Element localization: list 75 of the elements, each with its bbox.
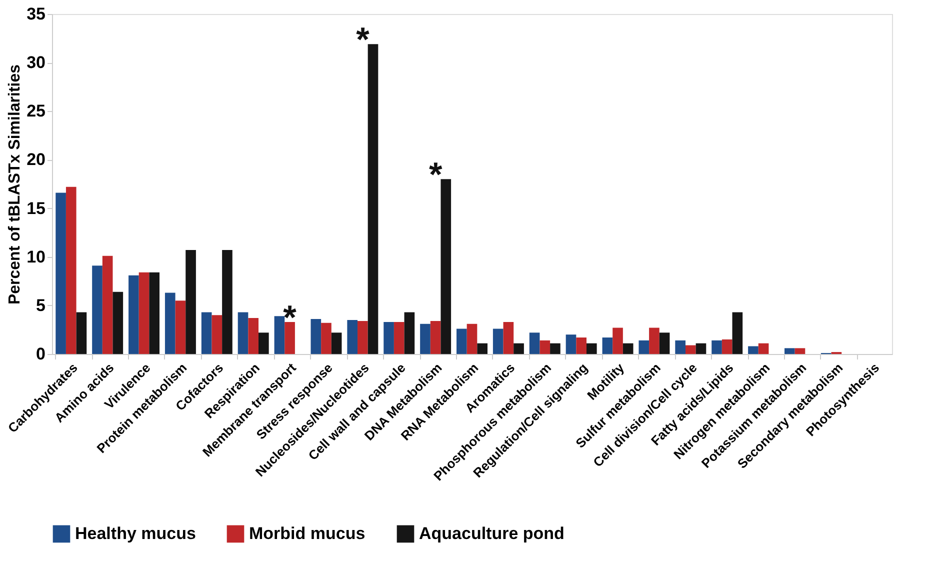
bar: [612, 328, 623, 354]
bar: [748, 346, 758, 354]
bar: [696, 343, 706, 354]
bar: [456, 328, 467, 354]
bar: [238, 312, 248, 354]
bar: [758, 343, 769, 354]
bar: [321, 322, 332, 354]
bar: [602, 337, 613, 354]
bar: [649, 328, 660, 354]
bar: [149, 272, 160, 354]
bar: [258, 332, 269, 354]
bar: [274, 316, 285, 354]
annotation: *: [283, 298, 298, 337]
bar: [310, 319, 322, 354]
bar: [212, 315, 222, 354]
y-tick-label: 0: [36, 344, 46, 364]
bar: [566, 334, 576, 354]
bar: [92, 266, 102, 354]
bar: [529, 332, 540, 354]
bar: [550, 343, 560, 354]
bar: [347, 320, 358, 354]
y-tick-label: 25: [26, 102, 46, 121]
bar: [732, 312, 743, 354]
annotation: *: [428, 156, 443, 194]
bar: [420, 324, 430, 354]
bar: [102, 256, 113, 354]
bar: [112, 292, 124, 354]
bar: [712, 340, 722, 354]
bar: [466, 324, 478, 354]
bar: [66, 186, 76, 354]
y-tick-label: 10: [26, 247, 46, 266]
bar: [358, 320, 368, 354]
bar: [659, 332, 670, 354]
legend-label: Healthy mucus: [75, 524, 196, 543]
bar: [576, 337, 586, 354]
legend-label: Morbid mucus: [249, 524, 366, 543]
bar: [492, 328, 504, 354]
y-tick-label: 5: [36, 296, 46, 315]
bar: [384, 322, 394, 354]
bar: [331, 332, 342, 354]
bar: [76, 312, 87, 354]
bar: [440, 179, 452, 354]
y-tick-label: 20: [26, 150, 46, 170]
bar: [201, 312, 212, 354]
bar: [622, 343, 634, 354]
bar: [284, 322, 295, 354]
bar: [503, 322, 514, 354]
legend-label: Aquaculture pond: [419, 524, 564, 543]
bar: [540, 340, 550, 354]
annotation: *: [356, 21, 370, 60]
bar: [164, 292, 176, 354]
y-tick-label: 35: [26, 4, 46, 24]
bar: [248, 318, 259, 354]
bar: [675, 340, 686, 354]
bar: [794, 348, 806, 354]
bar: [685, 345, 696, 354]
bar: [186, 250, 196, 354]
y-tick-label: 30: [26, 53, 46, 72]
bar: [404, 312, 415, 354]
bar: [222, 250, 232, 354]
bar: [722, 339, 732, 354]
bar: [368, 44, 378, 354]
bar: [175, 300, 186, 354]
y-tick-label: 15: [26, 198, 46, 218]
bar: [56, 192, 66, 354]
y-axis-title: Percent of tBLASTx Similarities: [6, 64, 24, 305]
bar: [784, 348, 795, 354]
bar: [638, 340, 650, 354]
bar: [430, 320, 441, 354]
bar: [128, 275, 139, 354]
bar: [477, 343, 488, 354]
bar: [394, 322, 404, 354]
bar: [514, 343, 524, 354]
bar: [586, 343, 597, 354]
bar: [138, 272, 150, 354]
